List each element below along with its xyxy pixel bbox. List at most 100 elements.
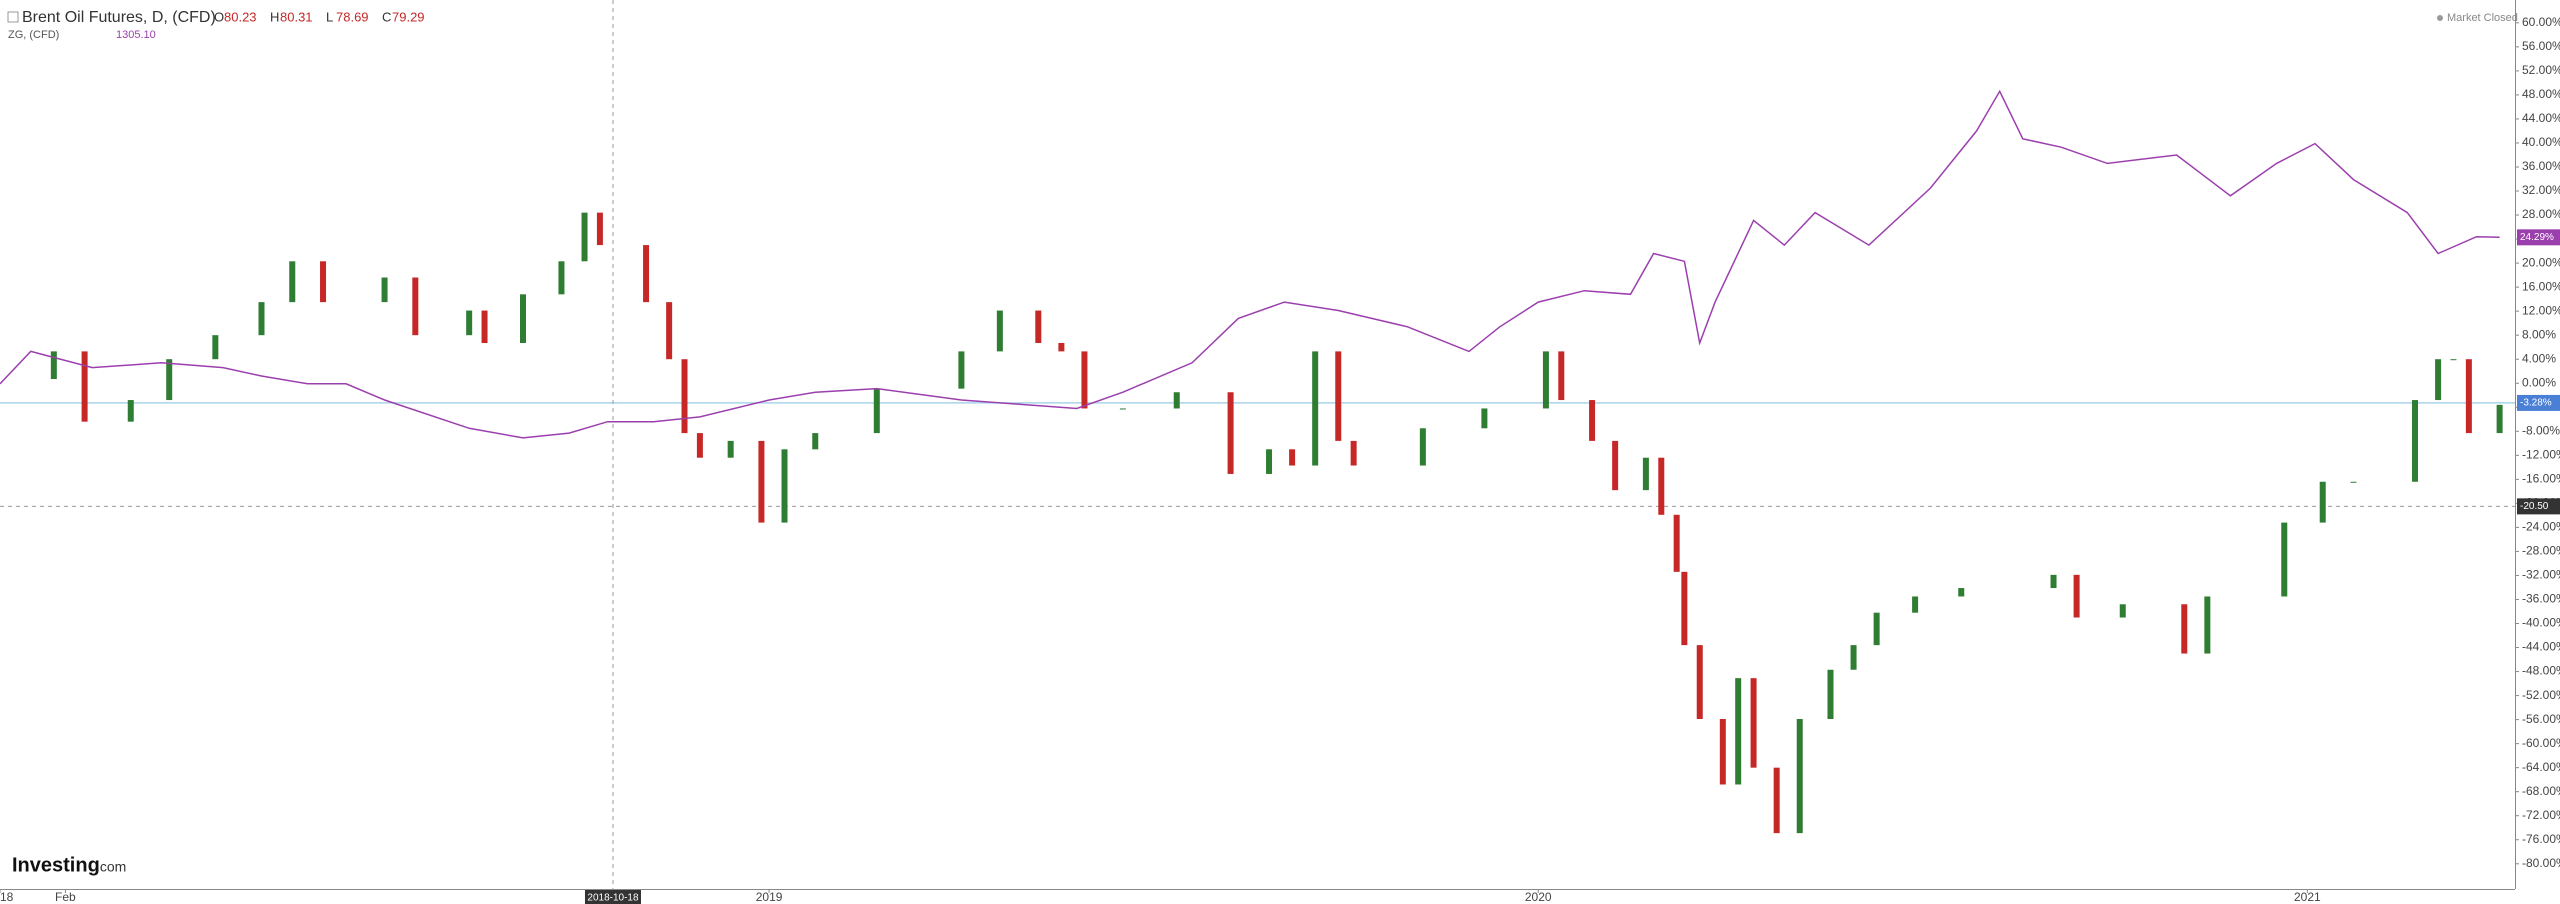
line-series (0, 89, 2500, 439)
candle (258, 302, 265, 336)
candle (166, 359, 173, 401)
candle (727, 440, 734, 458)
y-tick-label: 16.00% (2522, 279, 2560, 293)
y-tick-label: -64.00% (2522, 760, 2560, 774)
candle (1750, 678, 1757, 768)
candle (127, 400, 134, 422)
x-tick-label: 2020 (1525, 890, 1552, 904)
candle (2319, 481, 2326, 523)
y-tick-label: -60.00% (2522, 736, 2560, 750)
logo: Investing (12, 854, 100, 876)
ohlc-name: L (326, 9, 333, 24)
y-tick-label: -36.00% (2522, 592, 2560, 606)
y-tick-label: 40.00% (2522, 135, 2560, 149)
candle (1558, 351, 1565, 401)
candle (781, 449, 788, 523)
y-tick-label: 8.00% (2522, 327, 2556, 341)
y-tick-label: -68.00% (2522, 784, 2560, 798)
candle (2181, 604, 2188, 654)
candle (1419, 428, 1426, 466)
series-legend-value: 1305.10 (116, 29, 156, 41)
candle (873, 388, 880, 434)
ohlc-name: C (382, 9, 391, 24)
y-tick-label: 4.00% (2522, 351, 2556, 365)
candle (2073, 574, 2080, 618)
y-tick-label: 12.00% (2522, 303, 2560, 317)
candle (812, 433, 819, 450)
ohlc-value: 79.29 (392, 9, 425, 24)
candle (596, 212, 603, 246)
y-tick-label: 0.00% (2522, 375, 2556, 389)
candle (81, 351, 88, 422)
ohlc-group: O 80.23 H 80.31 L 78.69 C 79.29 (214, 9, 425, 24)
y-tick-label: -56.00% (2522, 712, 2560, 726)
y-tick-label: 48.00% (2522, 87, 2560, 101)
candle (519, 294, 526, 343)
candle (996, 310, 1003, 352)
collapse-icon[interactable] (7, 11, 19, 23)
y-tick-label: -24.00% (2522, 520, 2560, 534)
candle (1873, 612, 1880, 646)
y-tick-label: 56.00% (2522, 39, 2560, 53)
zg-last-label: 24.29% (2520, 232, 2554, 243)
candle (1312, 351, 1319, 466)
candle (1696, 645, 1703, 720)
brent-last-label: -3.28% (2520, 398, 2552, 409)
y-tick-label: -80.00% (2522, 856, 2560, 870)
ohlc-value: 80.23 (224, 9, 257, 24)
candle (381, 277, 388, 303)
candle (320, 261, 327, 303)
candle (1773, 767, 1780, 834)
y-tick-label: 60.00% (2522, 15, 2560, 29)
candle (1735, 678, 1742, 785)
candle (1796, 719, 1803, 834)
ohlc-name: H (270, 9, 279, 24)
y-tick-label: -72.00% (2522, 808, 2560, 822)
candle (1612, 440, 1619, 491)
y-tick-label: -8.00% (2522, 423, 2560, 437)
candle (2281, 522, 2288, 597)
crosshair-y-label-bg (2517, 498, 2560, 515)
candle (481, 310, 488, 343)
y-tick-label: -16.00% (2522, 472, 2560, 486)
x-tick-label: Feb (55, 890, 76, 904)
candle (2119, 604, 2126, 618)
candle (558, 261, 565, 295)
candle (1350, 440, 1357, 466)
candle (1850, 645, 1857, 670)
candle (581, 212, 588, 262)
candle (2465, 359, 2472, 434)
logo-suffix: .com (96, 859, 126, 875)
candle (2450, 359, 2457, 361)
crosshair-y-label: -20.50 (2520, 501, 2549, 512)
y-tick-label: -52.00% (2522, 688, 2560, 702)
candle (1481, 408, 1488, 429)
candle (1673, 514, 1680, 572)
y-tick-label: 36.00% (2522, 159, 2560, 173)
y-tick-label: -28.00% (2522, 544, 2560, 558)
candle (2496, 404, 2503, 434)
candle (1719, 719, 1726, 785)
x-tick-label: 2019 (756, 890, 783, 904)
candle (696, 433, 703, 458)
candle (2204, 596, 2211, 654)
y-tick-label: -12.00% (2522, 447, 2560, 461)
y-tick-label: -40.00% (2522, 616, 2560, 630)
candle (1227, 392, 1234, 474)
ohlc-name: O (214, 9, 224, 24)
candle (1589, 400, 1596, 441)
market-status: Market Closed (2447, 12, 2518, 24)
candle (50, 351, 57, 380)
candle (212, 335, 219, 360)
x-tick-label: 2018 (0, 890, 14, 904)
y-tick-label: 28.00% (2522, 207, 2560, 221)
crosshair-x-label-bg (584, 890, 641, 904)
y-tick-label: 52.00% (2522, 63, 2560, 77)
candle (2350, 481, 2357, 483)
candle (643, 245, 650, 303)
crosshair-x-label: 2018-10-18 (587, 893, 639, 904)
candle (1542, 351, 1549, 409)
y-tick-label: -44.00% (2522, 640, 2560, 654)
